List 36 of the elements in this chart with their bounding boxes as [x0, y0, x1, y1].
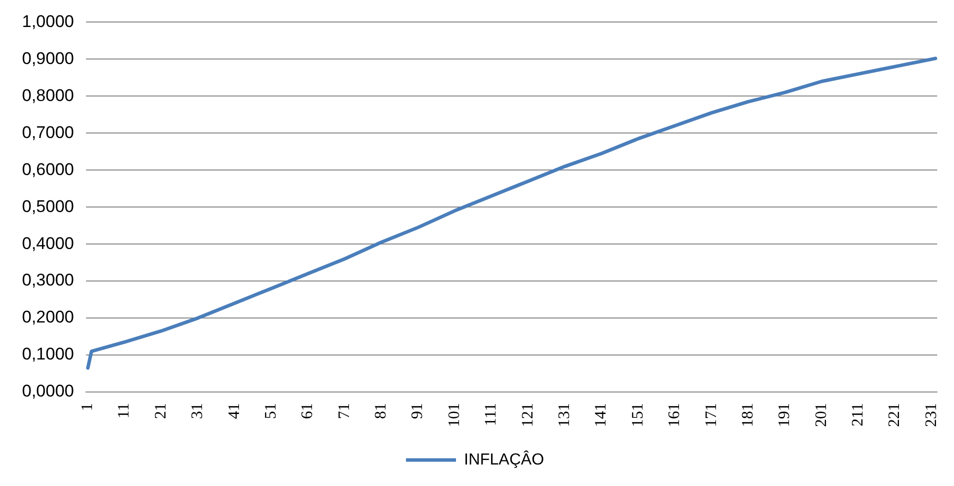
x-tick-label: 91: [409, 403, 426, 419]
x-tick-label: 231: [922, 403, 940, 427]
y-tick-label: 1,0000: [22, 12, 74, 31]
x-tick-label: 31: [189, 403, 206, 419]
x-tick-label: 121: [519, 403, 536, 427]
x-tick-label: 81: [372, 403, 390, 419]
y-tick-label: 0,3000: [22, 270, 74, 290]
x-tick-label: 151: [629, 403, 646, 427]
x-tick-label: 11: [116, 403, 133, 418]
y-tick-label: 0,6000: [22, 160, 74, 179]
y-tick-label: 0,7000: [22, 122, 74, 142]
x-tick-label: 41: [226, 403, 243, 419]
x-tick-label: 21: [152, 403, 170, 419]
x-tick-label: 71: [336, 403, 353, 419]
x-tick-label: 1: [79, 403, 96, 411]
x-tick-label: 181: [739, 403, 756, 427]
y-tick-label: 0,8000: [22, 86, 74, 105]
x-tick-label: 61: [299, 403, 316, 419]
y-tick-label: 0,0000: [22, 382, 74, 401]
x-tick-label: 131: [556, 403, 574, 427]
y-tick-label: 0,9000: [22, 48, 74, 68]
x-tick-label: 161: [666, 403, 684, 427]
x-tick-label: 191: [776, 403, 794, 427]
y-tick-label: 0,2000: [22, 308, 74, 327]
y-tick-label: 0,5000: [22, 196, 74, 216]
x-tick-label: 111: [482, 403, 500, 426]
x-tick-label: 51: [262, 403, 280, 419]
legend-label: INFLAÇÂO: [464, 450, 544, 468]
x-tick-label: 211: [850, 403, 867, 426]
x-tick-label: 171: [702, 403, 720, 427]
x-tick-label: 101: [446, 403, 463, 427]
y-tick-label: 0,4000: [22, 234, 74, 253]
x-tick-label: 141: [592, 403, 610, 427]
x-tick-label: 201: [812, 403, 830, 427]
y-tick-label: 0,1000: [22, 344, 74, 364]
x-tick-label: 221: [886, 403, 904, 427]
